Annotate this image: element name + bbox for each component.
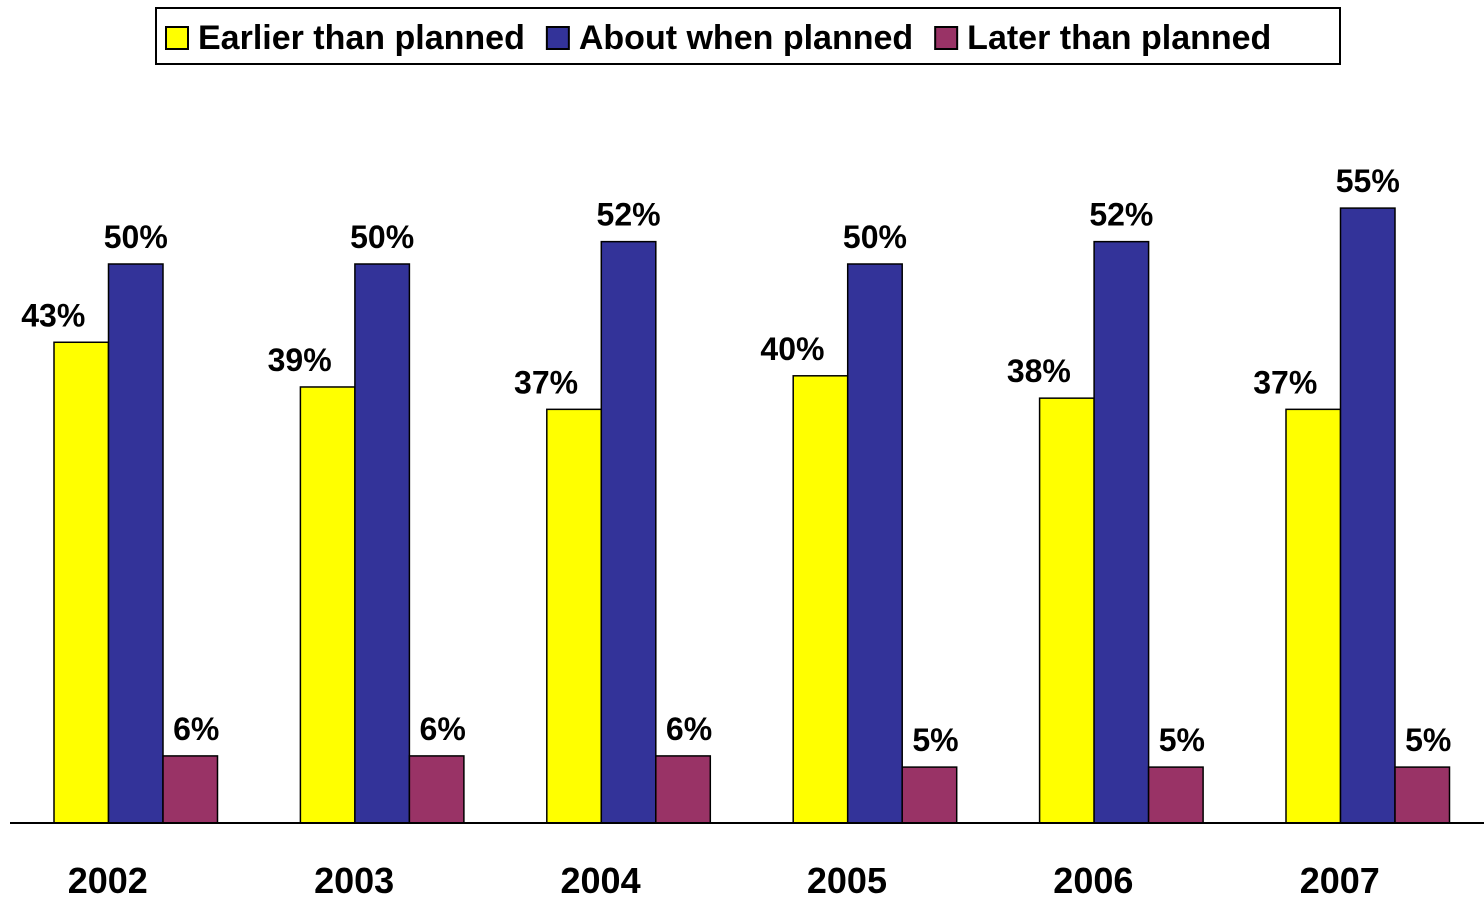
category-labels: 2002 2003 2004 2005 2006 2007 [68,860,1380,897]
value-label-earlier-than-planned-2007: 37% [1253,364,1317,400]
legend-items: Earlier than planned About when planned La… [165,19,1271,57]
value-labels: 43% 50% 6% 39% 50% 6% 37% 52% 6% 40% 50% 5% 38% 52% 5%… [21,163,1451,758]
value-label-about-when-planned-2007: 55% [1336,163,1400,199]
bar-about-when-planned-2007 [1339,207,1396,824]
legend-swatch-later-than-planned [934,26,959,50]
bar-about-when-planned-2005 [846,263,903,824]
category-label-2004: 2004 [561,860,641,897]
value-label-about-when-planned-2006: 52% [1089,197,1153,233]
category-label-2006: 2006 [1053,860,1133,897]
value-label-later-than-planned-2005: 5% [912,722,958,758]
bar-about-when-planned-2006 [1093,240,1150,824]
bar-later-than-planned-2007 [1394,766,1451,824]
value-label-about-when-planned-2002: 50% [104,219,168,255]
bar-earlier-than-planned-2006 [1038,397,1095,824]
value-label-later-than-planned-2004: 6% [666,711,712,747]
bar-earlier-than-planned-2005 [792,375,849,824]
bar-later-than-planned-2005 [901,766,958,824]
category-label-2003: 2003 [314,860,394,897]
legend-label-later-than-planned: Later than planned [967,19,1271,57]
legend-box [155,7,1341,65]
bar-about-when-planned-2003 [354,263,411,824]
value-label-later-than-planned-2002: 6% [173,711,219,747]
bar-later-than-planned-2002 [162,755,219,824]
bar-later-than-planned-2006 [1147,766,1204,824]
category-label-2007: 2007 [1300,860,1380,897]
bar-earlier-than-planned-2007 [1285,408,1342,824]
bar-later-than-planned-2003 [408,755,465,824]
bar-about-when-planned-2002 [107,263,164,824]
legend-label-about-when-planned: About when planned [579,19,913,57]
value-label-later-than-planned-2006: 5% [1159,722,1205,758]
legend-label-earlier-than-planned: Earlier than planned [198,19,525,57]
value-label-earlier-than-planned-2006: 38% [1007,353,1071,389]
bar-earlier-than-planned-2002 [53,341,110,824]
category-label-2005: 2005 [807,860,887,897]
value-label-earlier-than-planned-2004: 37% [514,364,578,400]
bar-earlier-than-planned-2004 [546,408,603,824]
value-label-about-when-planned-2004: 52% [597,197,661,233]
value-label-about-when-planned-2005: 50% [843,219,907,255]
bars [53,207,1451,824]
value-label-earlier-than-planned-2005: 40% [760,331,824,367]
value-label-later-than-planned-2007: 5% [1405,722,1451,758]
value-label-later-than-planned-2003: 6% [420,711,466,747]
value-label-earlier-than-planned-2002: 43% [21,297,85,333]
value-label-earlier-than-planned-2003: 39% [268,342,332,378]
value-label-about-when-planned-2003: 50% [350,219,414,255]
bar-about-when-planned-2004 [600,240,657,824]
legend: Earlier than planned About when planned La… [155,7,1341,65]
bar-later-than-planned-2004 [655,755,712,824]
legend-swatch-earlier-than-planned [165,26,189,50]
bar-earlier-than-planned-2003 [299,386,356,824]
category-label-2002: 2002 [68,860,148,897]
legend-swatch-about-when-planned [545,26,570,50]
